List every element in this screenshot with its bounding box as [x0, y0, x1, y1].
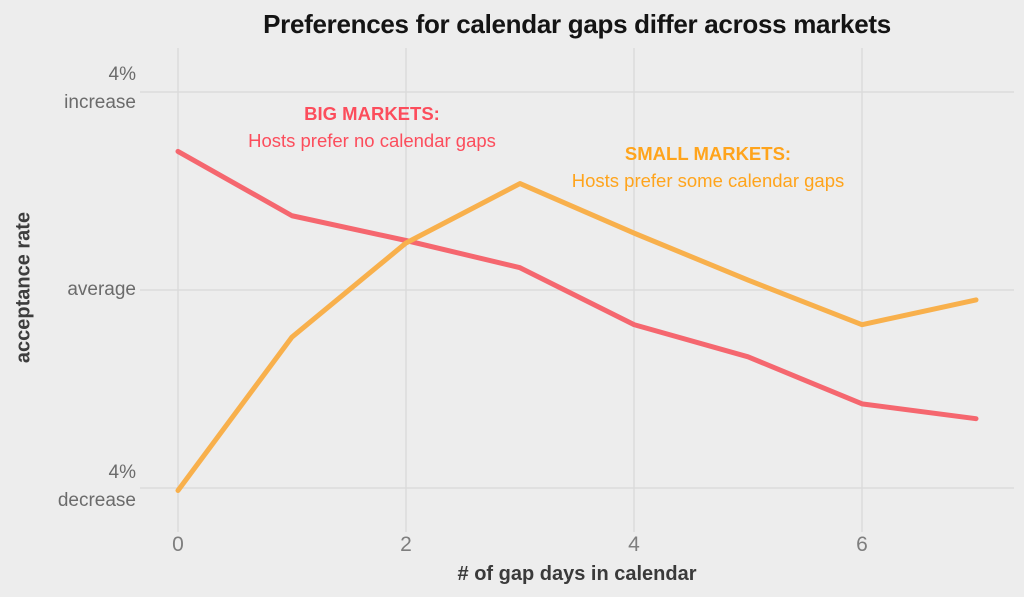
chart-title: Preferences for calendar gaps differ acr…	[263, 9, 891, 39]
annotation-small-markets-heading: SMALL MARKETS:	[624, 143, 792, 164]
y-tick-average: average	[67, 279, 136, 300]
annotation-big-markets-body: Hosts prefer no calendar gaps	[248, 130, 496, 151]
annotation-big-markets: BIG MARKETS: Hosts prefer no calendar ga…	[162, 100, 582, 154]
x-tick-6: 6	[856, 533, 868, 556]
y-tick-4pct-increase: 4% increase	[64, 64, 136, 113]
annotation-big-markets-heading: BIG MARKETS:	[304, 103, 440, 124]
x-axis-title: # of gap days in calendar	[457, 563, 697, 585]
y-axis-title: acceptance rate	[12, 211, 35, 364]
x-tick-4: 4	[628, 533, 640, 556]
annotation-small-markets-body: Hosts prefer some calendar gaps	[571, 170, 845, 191]
small-markets-line	[175, 181, 979, 493]
annotation-small-markets: SMALL MARKETS: Hosts prefer some calenda…	[488, 140, 928, 194]
y-tick-4pct-decrease: 4% decrease	[57, 462, 136, 511]
x-tick-0: 0	[172, 533, 184, 556]
x-tick-2: 2	[400, 533, 412, 556]
big-markets-line	[175, 148, 979, 422]
